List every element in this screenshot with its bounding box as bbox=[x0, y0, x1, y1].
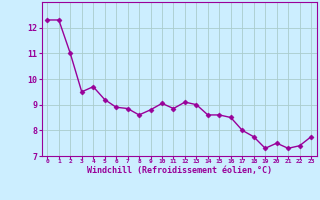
X-axis label: Windchill (Refroidissement éolien,°C): Windchill (Refroidissement éolien,°C) bbox=[87, 166, 272, 175]
